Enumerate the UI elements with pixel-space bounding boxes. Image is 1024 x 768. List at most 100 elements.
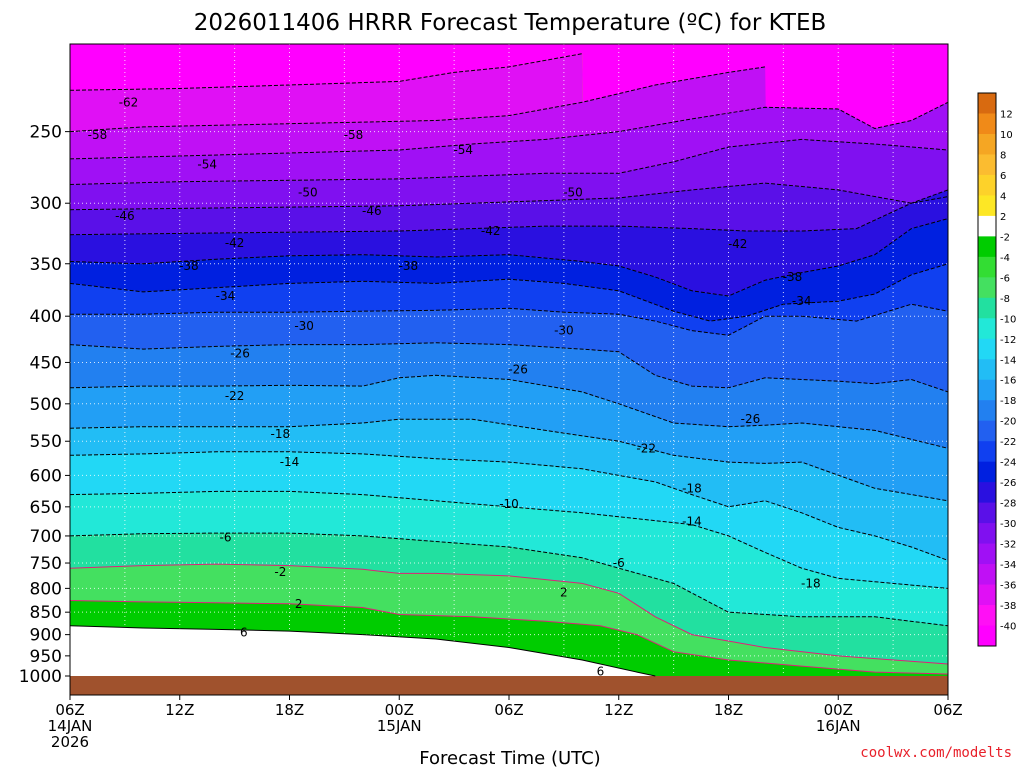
contour-line [69,53,583,91]
contour-line [69,600,949,675]
x-tick-label: 12Z [165,701,194,719]
y-tick-label: 600 [30,466,62,486]
colorbar-label: -6 [1000,273,1010,284]
contour-line [69,490,949,589]
contour-label: -34 [216,289,236,303]
colorbar-swatch [978,502,996,524]
temperature-band [70,218,948,322]
x-tick-label: 06Z [494,701,523,719]
y-tick-label: 500 [30,395,62,415]
y-tick-label: 800 [30,579,62,599]
contour-label: -38 [783,270,803,284]
colorbar-swatch [978,318,996,340]
x-tick-label: 12Z [604,701,633,719]
colorbar-swatch [978,174,996,196]
contour-label: 2 [560,585,568,599]
colorbar-swatch [978,523,996,545]
colorbar-swatch [978,297,996,319]
colorbar-label: 4 [1000,191,1006,202]
contour-lines [69,53,949,677]
contour-label: -38 [179,259,199,273]
y-axis: 250 300 350 400 450 500 550 600 650 700 750 800 850 9… [19,123,70,687]
temperature-band [70,263,948,336]
contour-label: -42 [728,237,748,251]
colorbar-label: -24 [1000,458,1016,469]
contour-line [69,263,949,322]
colorbar-label: -36 [1000,581,1016,592]
colorbar-label: 10 [1000,130,1013,141]
contour-label: -26 [741,412,761,426]
colorbar-label: -20 [1000,417,1016,428]
contour-line [69,563,949,665]
contour-label: -46 [115,209,135,223]
temperature-band [70,625,948,676]
y-tick-label: 900 [30,626,62,646]
colorbar-label: -8 [1000,294,1010,305]
contour-line [69,218,949,297]
y-tick-label: 300 [30,194,62,214]
contour-label: -10 [499,497,519,511]
contour-label: -18 [801,576,821,590]
contour-label: 2 [295,597,303,611]
colorbar-label: -14 [1000,355,1016,366]
x-tick-label: 00Z [824,701,853,719]
contour-line [69,342,949,393]
colorbar-label: -32 [1000,540,1016,551]
temperature-band [70,189,948,296]
colorbar-label: -28 [1000,499,1016,510]
colorbar-swatch [978,605,996,627]
colorbar-label: 6 [1000,171,1006,182]
colorbar-swatch [978,93,996,114]
y-tick-label: 650 [30,498,62,518]
x-tick-label: 2026 [51,733,89,751]
contour-label: -14 [682,515,702,529]
contour-label: -50 [563,186,583,200]
contour-label: -38 [399,259,419,273]
colorbar-label: -26 [1000,478,1016,489]
colorbar-swatch [978,215,996,237]
colorbar-label: 12 [1000,109,1013,120]
contour-line [69,182,949,211]
colorbar-swatch [978,441,996,463]
colorbar-swatch [978,564,996,586]
colorbar: 12 10 8 6 4 2 -2 -4 -6 -8 -10 -12 -14 -16 -18 -20 -22 -24… [977,92,1016,647]
contour-label: -26 [508,362,528,376]
colorbar-swatch [978,543,996,565]
colorbar-swatch [978,195,996,217]
colorbar-label: -2 [1000,232,1010,243]
y-tick-label: 750 [30,554,62,574]
contour-line [69,374,949,449]
colorbar-swatch [978,338,996,360]
chart-title: 2026011406 HRRR Forecast Temperature (ºC… [194,10,827,36]
colorbar-swatch [978,154,996,176]
contour-label: -54 [197,158,217,172]
colorbar-label: -38 [1000,601,1016,612]
y-tick-label: 1000 [19,667,62,687]
contour-label: -42 [481,224,501,238]
contour-label: -18 [271,427,291,441]
x-tick-label: 18Z [275,701,304,719]
x-tick-label: 06Z [55,701,84,719]
contour-label: -26 [230,347,250,361]
x-tick-label: 18Z [714,701,743,719]
contour-label: -54 [453,143,473,157]
contour-label: -2 [274,565,286,579]
temperature-band [70,533,948,664]
temperature-band [70,600,948,676]
contour-label: -30 [294,319,314,333]
contour-label: -22 [225,389,245,403]
contour-label: -6 [613,556,625,570]
colorbar-label: -34 [1000,560,1016,571]
colorbar-swatch [978,236,996,258]
x-tick-label: 14JAN [48,717,93,735]
contour-label: -34 [792,294,812,308]
contour-label: 6 [240,625,248,639]
y-tick-label: 950 [30,647,62,667]
x-axis-label: Forecast Time (UTC) [419,748,600,768]
colorbar-label: -40 [1000,622,1016,633]
y-tick-label: 350 [30,255,62,275]
contour-label: -42 [225,236,245,250]
colorbar-label: -12 [1000,335,1016,346]
contour-line [69,418,949,502]
